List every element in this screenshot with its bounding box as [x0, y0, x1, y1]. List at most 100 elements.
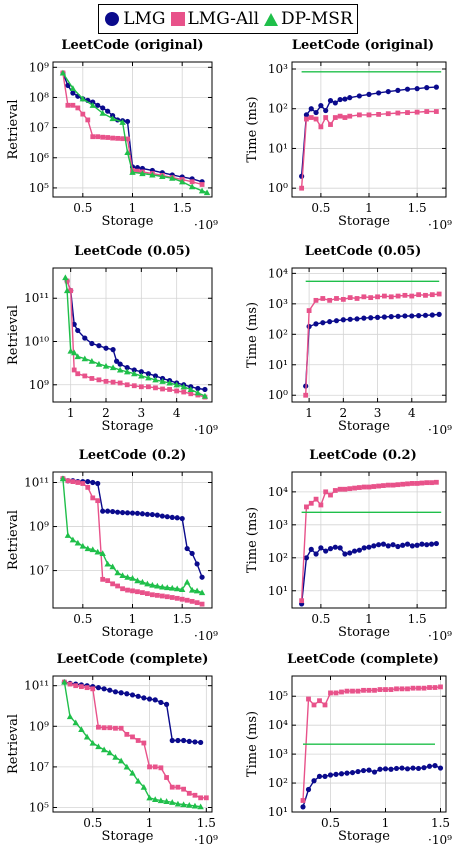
point-5-lmg-23: [174, 515, 180, 521]
point-8-lmg-all-1: [306, 696, 311, 702]
point-2-lmg-all-9: [342, 115, 348, 120]
point-7-lmg-all-24: [198, 795, 204, 801]
point-7-dp-msr-9: [112, 754, 119, 760]
point-1-dp-msr-11: [159, 173, 166, 180]
point-4-lmg-all-9: [361, 294, 367, 300]
point-2-lmg-3: [313, 109, 319, 116]
point-5-dp-msr-2: [69, 536, 77, 543]
point-3-dp-msr-13: [138, 372, 145, 379]
point-4-lmg-12: [381, 314, 387, 320]
xtick-label-7-2: 1.5: [197, 816, 216, 830]
point-2-lmg-all-5: [323, 115, 329, 120]
legend-lmg-circle-icon: [105, 12, 120, 26]
point-4-lmg-all-8: [354, 296, 360, 301]
ytick-label-2-3: 10³: [268, 62, 288, 76]
panel-title-5: LeetCode (0.2): [79, 448, 187, 463]
point-5-lmg-26: [189, 550, 195, 557]
point-3-lmg-8: [110, 347, 116, 353]
point-6-lmg-19: [390, 542, 396, 548]
xtick-label-2-2: 1.5: [408, 201, 427, 215]
point-2-lmg-all-10: [347, 113, 353, 119]
point-5-lmg-16: [139, 511, 146, 517]
point-3-dp-msr-4: [74, 353, 81, 360]
xaxis-exponent-4: ·10⁹: [428, 423, 452, 437]
point-5-lmg-all-11: [115, 583, 120, 589]
point-2-lmg-15: [395, 87, 401, 93]
point-6-lmg-all-27: [429, 480, 434, 486]
ytick-label-4-1: 10¹: [268, 358, 288, 372]
ytick-label-5-1: 10⁷: [29, 564, 49, 578]
point-4-lmg-6: [340, 317, 346, 323]
point-3-dp-msr-20: [187, 386, 194, 393]
ytick-label-1-2: 10⁷: [29, 121, 49, 135]
point-6-lmg-4: [318, 545, 324, 551]
point-5-lmg-all-18: [149, 592, 155, 598]
point-7-dp-msr-20: [174, 800, 182, 807]
point-5-lmg-27: [194, 561, 200, 567]
point-5-dp-msr-21: [164, 584, 171, 591]
point-4-lmg-all-7: [347, 295, 353, 301]
point-6-lmg-25: [419, 541, 425, 547]
point-8-lmg-all-20: [410, 685, 416, 691]
point-3-dp-msr-10: [116, 366, 124, 373]
point-8-lmg-all-22: [421, 685, 427, 691]
yaxis-label-6: Time (ms): [245, 507, 260, 573]
point-2-lmg-all-15: [395, 110, 401, 116]
point-7-lmg-17: [158, 699, 164, 706]
point-1-dp-msr-9: [139, 170, 146, 177]
point-8-lmg-19: [404, 766, 411, 772]
legend-label-lmg: LMG: [123, 9, 166, 29]
point-3-dp-msr-18: [173, 381, 180, 388]
point-7-lmg-16: [152, 697, 158, 703]
point-5-lmg-9: [105, 508, 111, 514]
point-6-lmg-all-12: [356, 485, 362, 490]
point-5-lmg-12: [119, 509, 126, 516]
yaxis-label-4: Time (ms): [245, 302, 260, 368]
point-7-lmg-23: [192, 739, 198, 745]
point-3-lmg-all-12: [138, 384, 144, 390]
point-5-lmg-25: [184, 545, 190, 552]
point-5-lmg-all-19: [154, 592, 160, 598]
point-6-lmg-1: [303, 555, 310, 561]
point-8-lmg-11: [360, 767, 367, 774]
ytick-label-5-3: 10¹¹: [24, 476, 49, 490]
point-8-lmg-all-12: [366, 687, 372, 693]
legend-label-lmg-all: LMG-All: [187, 9, 260, 29]
point-3-dp-msr-9: [109, 364, 117, 371]
point-5-lmg-all-22: [169, 595, 175, 600]
point-6-lmg-14: [366, 544, 372, 550]
point-4-lmg-10: [368, 315, 374, 321]
point-2-lmg-all-18: [424, 109, 430, 114]
ytick-label-6-1: 10²: [268, 551, 288, 565]
point-7-dp-msr-13: [134, 777, 142, 784]
point-3-lmg-12: [131, 367, 137, 373]
point-5-lmg-28: [199, 574, 205, 580]
point-1-dp-msr-3: [89, 102, 96, 108]
point-8-lmg-5: [327, 772, 334, 778]
point-2-lmg-all-2: [308, 115, 314, 120]
point-7-lmg-20: [175, 737, 181, 744]
point-6-lmg-26: [424, 542, 430, 548]
series-line-3-lmg-all: [66, 280, 206, 398]
point-7-lmg-all-7: [101, 725, 107, 731]
point-7-lmg-all-9: [113, 725, 118, 731]
point-6-lmg-all-24: [414, 481, 420, 486]
point-5-lmg-all-1: [65, 478, 71, 484]
point-8-lmg-0: [300, 804, 306, 810]
point-7-lmg-21: [181, 737, 187, 744]
point-3-lmg-14: [145, 371, 151, 377]
point-6-lmg-13: [361, 545, 367, 551]
point-1-lmg-all-2: [70, 102, 76, 108]
point-8-lmg-13: [371, 769, 378, 775]
point-7-dp-msr-1: [66, 713, 74, 720]
point-5-dp-msr-17: [144, 580, 151, 587]
point-7-dp-msr-24: [197, 803, 204, 810]
point-3-lmg-13: [138, 369, 144, 375]
point-1-lmg-all-10: [110, 135, 116, 141]
legend-lmg-all-square-icon: [170, 12, 185, 26]
series-line-4-lmg: [305, 313, 440, 387]
point-3-lmg-3: [75, 327, 81, 334]
point-5-dp-msr-9: [104, 560, 111, 567]
point-5-lmg-all-25: [184, 597, 190, 603]
point-2-lmg-all-19: [433, 109, 439, 114]
